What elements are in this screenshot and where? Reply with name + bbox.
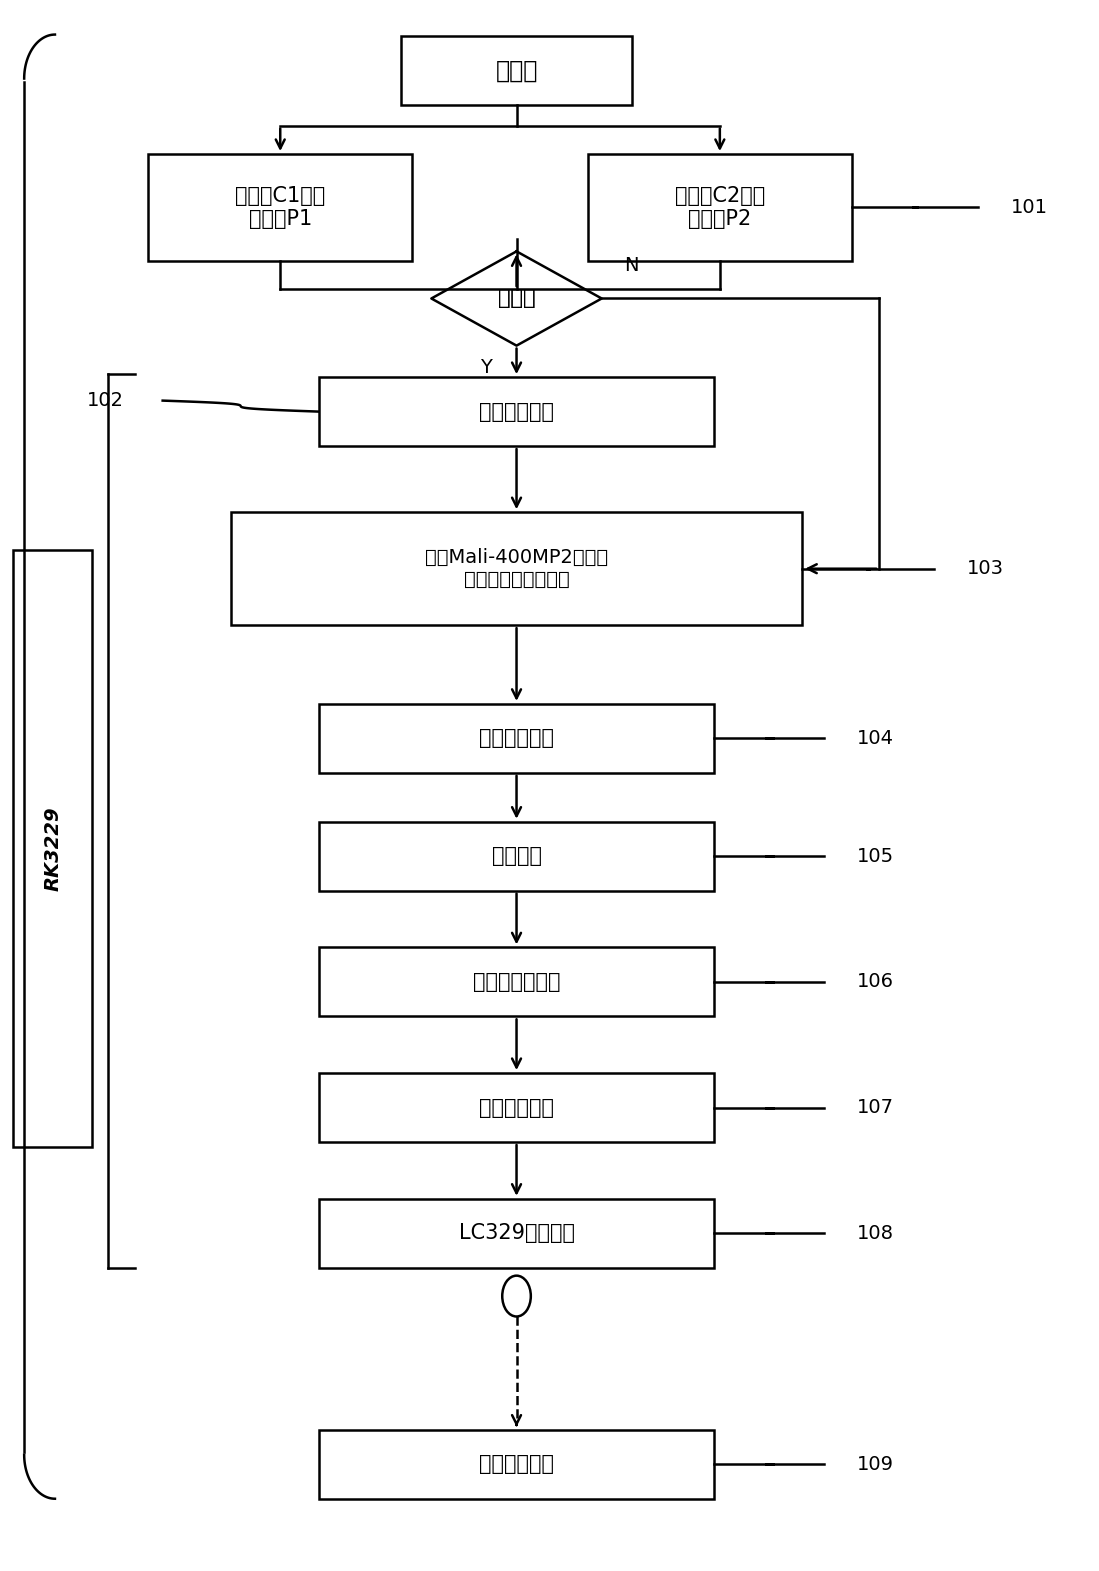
Text: 图像变形: 图像变形: [491, 847, 542, 866]
Text: 107: 107: [857, 1098, 895, 1117]
Bar: [588, 154, 852, 261]
Text: Y: Y: [480, 358, 491, 377]
Text: 终端显示图像: 终端显示图像: [479, 1455, 554, 1474]
Text: 108: 108: [857, 1224, 895, 1243]
Bar: [13, 550, 92, 1147]
Text: 104: 104: [857, 729, 895, 748]
Text: 机器人: 机器人: [496, 58, 537, 83]
Text: 摄像头C2采集
视频流P2: 摄像头C2采集 视频流P2: [675, 185, 765, 229]
Text: 图像平滑融合: 图像平滑融合: [479, 1098, 554, 1117]
Bar: [401, 36, 632, 105]
Bar: [319, 1430, 714, 1499]
Bar: [148, 154, 412, 261]
Text: 103: 103: [967, 559, 1004, 578]
Text: 第一帧: 第一帧: [498, 289, 535, 308]
Bar: [319, 704, 714, 773]
Text: 摄像头C1采集
视频流P1: 摄像头C1采集 视频流P1: [235, 185, 325, 229]
Bar: [231, 512, 802, 625]
Bar: [319, 822, 714, 891]
Text: N: N: [624, 256, 639, 275]
Bar: [319, 377, 714, 446]
Polygon shape: [431, 251, 602, 346]
Text: 重合区域定位: 重合区域定位: [479, 402, 554, 421]
Text: 106: 106: [857, 972, 895, 991]
Text: 图像色彩矫正: 图像色彩矫正: [479, 729, 554, 748]
Text: 105: 105: [857, 847, 895, 866]
Text: RK3229: RK3229: [43, 806, 63, 891]
Text: 102: 102: [87, 391, 124, 410]
Circle shape: [502, 1276, 531, 1316]
Bar: [319, 1073, 714, 1142]
Text: LC329输出图像: LC329输出图像: [458, 1224, 575, 1243]
Text: 109: 109: [857, 1455, 895, 1474]
Bar: [319, 1199, 714, 1268]
Text: 第一帧: 第一帧: [498, 289, 535, 308]
Text: 基于Mali-400MP2的并行
化的特征点定向配准: 基于Mali-400MP2的并行 化的特征点定向配准: [425, 548, 608, 589]
Text: 动态规划缝合线: 动态规划缝合线: [473, 972, 560, 991]
Text: 101: 101: [1011, 198, 1048, 217]
Bar: [319, 947, 714, 1016]
